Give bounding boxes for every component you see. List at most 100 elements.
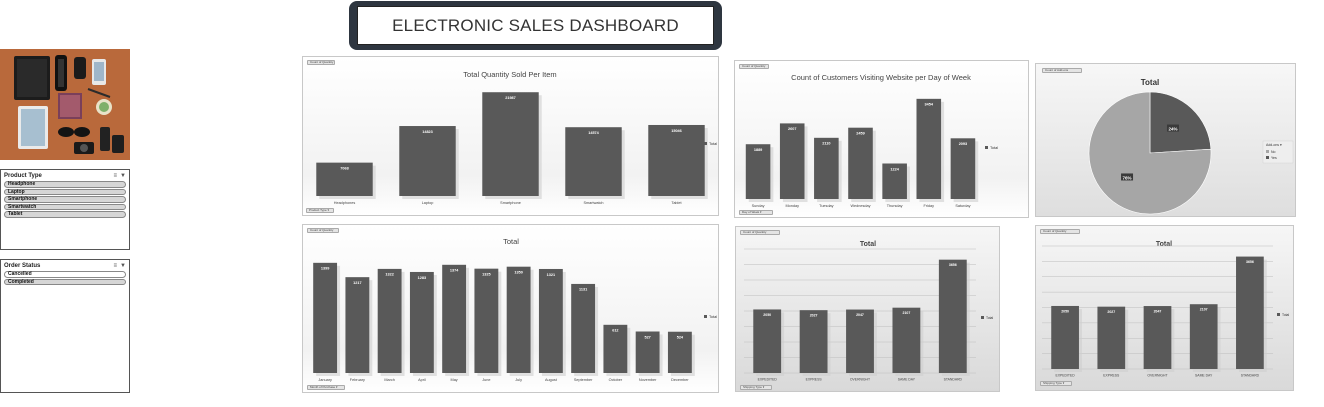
order-status-slicer-header: Order Status ≡ ▼: [4, 262, 126, 270]
chart-svg: Total 1399 January 1217 February 1322 March 128…: [303, 225, 718, 392]
data-label: 21987: [505, 96, 516, 100]
data-label: 3656: [1246, 260, 1254, 264]
field-button-0[interactable]: Count of Quantity: [740, 230, 780, 235]
data-label: 1350: [514, 270, 522, 274]
tick-label: Smartwatch: [583, 201, 603, 205]
legend-title: Add-ons ▾: [1266, 143, 1282, 147]
bar-expedited: [753, 309, 782, 373]
product-type-slicer: Product Type ≡ ▼ Headphone Laptop Smartpho…: [0, 169, 130, 250]
tick-label: Headphones: [334, 201, 356, 205]
data-label: 1322: [385, 273, 393, 277]
field-button-1[interactable]: Product Type ▾: [306, 208, 334, 213]
tick-label: September: [574, 378, 593, 382]
legend-swatch: [1266, 150, 1269, 153]
field-button-0[interactable]: Count of Add-ons: [1042, 68, 1082, 73]
data-label: 1131: [579, 288, 587, 292]
bar-march: [377, 268, 402, 373]
field-button-1[interactable]: Month of Purchase ▾: [307, 385, 345, 390]
data-label: 2027: [810, 314, 818, 318]
field-button-0[interactable]: Count of Quantity: [307, 228, 339, 233]
tick-label: Thursday: [887, 204, 903, 208]
chart-svg: Total 2050 EXPEDITED 2027 EXPRESS 2047 OVERNIG…: [1036, 226, 1293, 390]
chart-title: Total: [1156, 241, 1172, 248]
data-label: 2047: [856, 313, 864, 317]
legend-label: Total: [709, 315, 717, 319]
product-type-slicer-title: Product Type: [4, 173, 42, 179]
bar-headphones: [316, 162, 373, 196]
field-button-0[interactable]: Count of Quantity: [307, 60, 335, 65]
legend-swatch: [704, 142, 707, 145]
slicer-item-completed[interactable]: Completed: [4, 278, 126, 285]
bar-tablet: [648, 124, 705, 196]
pie-slice-no: [1088, 91, 1212, 215]
slicer-item-smartphone[interactable]: Smartphone: [4, 196, 126, 203]
field-button-0[interactable]: Count of Quantity: [739, 64, 769, 69]
legend-label: Total: [709, 142, 717, 146]
slicer-item-laptop[interactable]: Laptop: [4, 188, 126, 195]
tick-label: OVERNIGHT: [1147, 373, 1167, 377]
data-label: 3454: [925, 103, 934, 107]
clear-filter-icon[interactable]: ▼: [120, 173, 126, 179]
bar-overnight: [846, 309, 874, 373]
chart-shipping-type[interactable]: Total 2050 EXPEDITED 2027 EXPRESS 2047 OVERNIG…: [735, 226, 1000, 392]
tick-label: April: [418, 378, 426, 382]
data-label: 2027: [1107, 310, 1115, 314]
tick-label: July: [515, 378, 522, 382]
data-label: 612: [612, 329, 618, 333]
field-button-1[interactable]: Shipping Type ▾: [740, 385, 772, 390]
multi-select-icon[interactable]: ≡: [113, 173, 118, 179]
chart-quantity-per-month[interactable]: Total 1399 January 1217 February 1322 March 128…: [302, 224, 719, 393]
bar-september: [571, 283, 596, 373]
bar-june: [474, 268, 499, 373]
chart-title: Total: [503, 237, 519, 246]
data-label: 1217: [353, 281, 361, 285]
data-label: 1325: [482, 272, 490, 276]
bar-saturday: [950, 138, 976, 199]
chart-addon-pie[interactable]: Total 24% 76% Add-ons ▾ No Yes Count of Add-on…: [1035, 63, 1296, 217]
data-label: 1399: [321, 267, 329, 271]
data-label: 524: [677, 336, 684, 340]
bar-overnight: [1143, 306, 1172, 369]
clear-filter-icon[interactable]: ▼: [120, 263, 126, 269]
field-button-1[interactable]: Day of Week ▾: [739, 210, 773, 215]
slicer-item-cancelled[interactable]: Cancelled: [4, 271, 126, 278]
data-label: 1283: [418, 276, 426, 280]
data-label: 527: [644, 335, 650, 339]
chart-shipping-type-2[interactable]: Total 2050 EXPEDITED 2027 EXPRESS 2047 OVERNIG…: [1035, 225, 1294, 391]
data-label: 1889: [754, 148, 762, 152]
slicer-item-tablet[interactable]: Tablet: [4, 211, 126, 218]
chart-svg: Total 2050 EXPEDITED 2027 EXPRESS 2047 OVERNIG…: [736, 227, 999, 391]
bar-monday: [779, 123, 805, 199]
bar-laptop: [399, 126, 456, 196]
slicer-item-headphone[interactable]: Headphone: [4, 181, 126, 188]
order-status-slicer-title: Order Status: [4, 263, 41, 269]
data-label: 1374: [450, 269, 459, 273]
tick-label: November: [639, 378, 657, 382]
legend-swatch: [1266, 156, 1269, 159]
data-label: 3656: [949, 263, 957, 267]
bar-tuesday: [814, 137, 839, 199]
field-button-1[interactable]: Shipping Type ▾: [1040, 381, 1072, 386]
chart-customers-per-day[interactable]: Count of Customers Visiting Website per …: [734, 60, 1029, 218]
legend-label: Total: [1282, 313, 1289, 317]
tick-label: January: [318, 378, 332, 382]
chart-quantity-per-item[interactable]: Total Quantity Sold Per Item 7068 Headphon…: [302, 56, 719, 216]
multi-select-icon[interactable]: ≡: [113, 263, 118, 269]
data-label: 14823: [422, 130, 433, 134]
bar-august: [538, 268, 563, 373]
chart-title: Count of Customers Visiting Website per …: [791, 73, 971, 82]
tick-label: February: [350, 378, 365, 382]
bar-smartphone: [482, 92, 539, 196]
field-button-0[interactable]: Count of Quantity: [1040, 229, 1080, 234]
tick-label: SAME DAY: [898, 377, 916, 381]
tick-label: EXPEDITED: [758, 377, 778, 381]
chart-title: Total Quantity Sold Per Item: [463, 70, 556, 79]
pie-label-bg: [1121, 173, 1134, 181]
slicer-item-smartwatch[interactable]: Smartwatch: [4, 203, 126, 210]
pie-data-label: 24%: [1168, 126, 1177, 131]
legend-label: No: [1271, 150, 1276, 154]
tick-label: December: [671, 378, 689, 382]
bar-express: [799, 310, 828, 373]
legend-label: Total: [990, 146, 998, 150]
bar-may: [442, 264, 467, 373]
